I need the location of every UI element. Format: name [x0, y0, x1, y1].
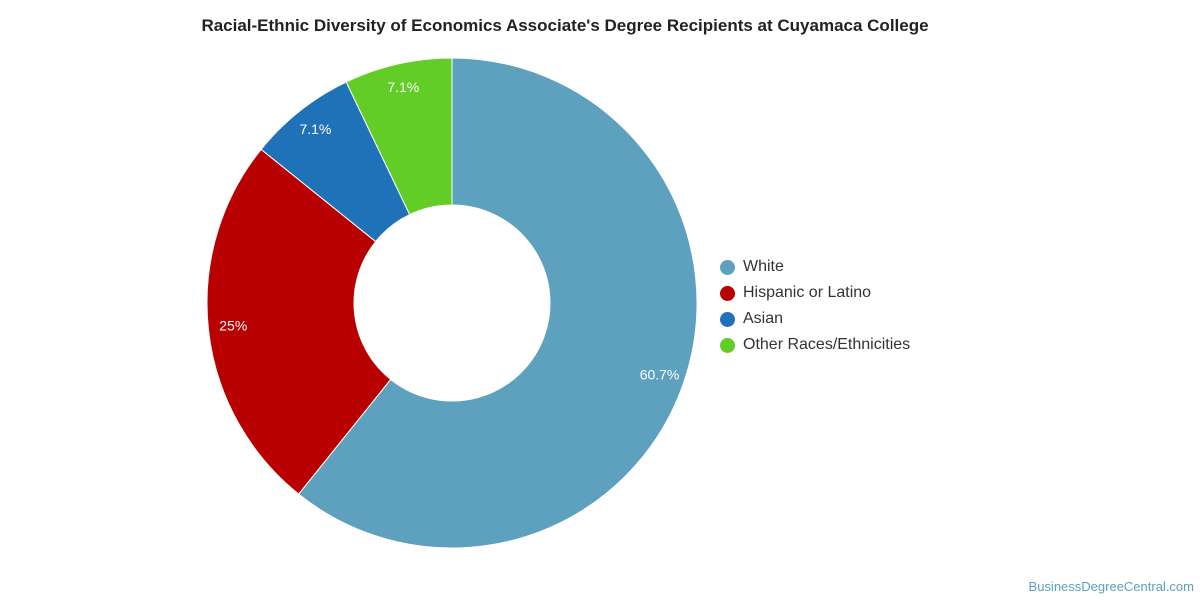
legend-swatch — [720, 285, 735, 301]
slice-white[interactable] — [297, 57, 698, 549]
legend-swatch — [720, 259, 735, 275]
slice-hispanic-or-latino[interactable] — [206, 148, 392, 495]
slice-label: 25% — [219, 318, 247, 334]
legend-item[interactable]: Asian — [720, 306, 910, 332]
legend-item[interactable]: Hispanic or Latino — [720, 280, 910, 306]
legend-swatch — [720, 311, 735, 327]
slice-other-races-ethnicities[interactable] — [345, 57, 453, 216]
slice-label: 7.1% — [299, 121, 331, 137]
legend-label: Hispanic or Latino — [743, 284, 872, 301]
slice-label: 7.1% — [387, 79, 419, 95]
legend-label: Other Races/Ethnicities — [743, 336, 911, 353]
legend-swatch — [720, 337, 735, 353]
slices-group — [206, 57, 698, 549]
chart-title: Racial-Ethnic Diversity of Economics Ass… — [201, 16, 929, 35]
legend-item[interactable]: White — [720, 254, 910, 280]
labels-group: 60.7% 25% 7.1% 7.1% — [219, 79, 679, 383]
watermark: BusinessDegreeCentral.com — [1028, 579, 1194, 594]
slice-label: 60.7% — [640, 367, 680, 383]
legend-label: White — [743, 258, 784, 275]
legend-label: Asian — [743, 310, 784, 327]
legend-item[interactable]: Other Races/Ethnicities — [720, 332, 910, 358]
legend: White Hispanic or Latino Asian Other Races/… — [720, 254, 910, 358]
